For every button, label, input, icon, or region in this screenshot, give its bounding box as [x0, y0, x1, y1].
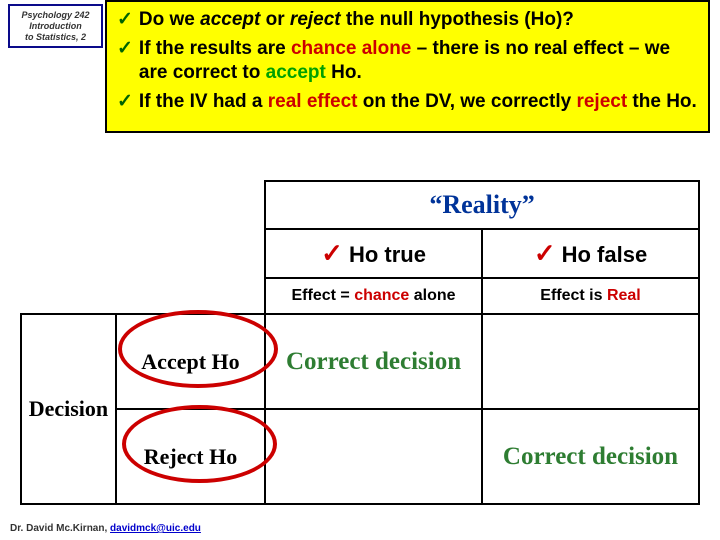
- cell-accept-false: [482, 314, 699, 409]
- cell-accept-true: Correct decision: [265, 314, 482, 409]
- check-icon: ✓: [321, 238, 343, 268]
- check-icon: ✓: [534, 238, 556, 268]
- check-icon: ✓: [117, 37, 133, 62]
- course-label: Psychology 242 Introduction to Statistic…: [8, 4, 103, 48]
- bullet-2: ✓ If the results are chance alone – ther…: [117, 37, 698, 86]
- bullet-3: ✓ If the IV had a real effect on the DV,…: [117, 90, 698, 115]
- summary-box: ✓ Do we accept or reject the null hypoth…: [105, 0, 710, 133]
- author-name: Dr. David Mc.Kirnan,: [10, 523, 110, 534]
- accept-ho-label: Accept Ho: [116, 314, 265, 409]
- decision-table: “Reality” ✓Ho true ✓Ho false Effect = ch…: [20, 180, 700, 505]
- reject-ho-label: Reject Ho: [116, 409, 265, 504]
- effect-chance: Effect = chance alone: [265, 278, 482, 314]
- correct-decision: Correct decision: [489, 442, 692, 472]
- cell-reject-true: [265, 409, 482, 504]
- check-icon: ✓: [117, 8, 133, 33]
- effect-real: Effect is Real: [482, 278, 699, 314]
- correct-decision: Correct decision: [272, 347, 475, 377]
- ho-false-header: ✓Ho false: [482, 229, 699, 278]
- decision-header: Decision: [21, 314, 116, 504]
- bullet-1: ✓ Do we accept or reject the null hypoth…: [117, 8, 698, 33]
- corner-line2: Introduction: [12, 21, 99, 32]
- footer: Dr. David Mc.Kirnan, davidmck@uic.edu: [10, 523, 201, 534]
- cell-reject-false: Correct decision: [482, 409, 699, 504]
- corner-line3: to Statistics, 2: [12, 32, 99, 43]
- ho-true-header: ✓Ho true: [265, 229, 482, 278]
- check-icon: ✓: [117, 90, 133, 115]
- reality-header: “Reality”: [265, 181, 699, 229]
- corner-line1: Psychology 242: [12, 10, 99, 21]
- author-email: davidmck@uic.edu: [110, 523, 201, 534]
